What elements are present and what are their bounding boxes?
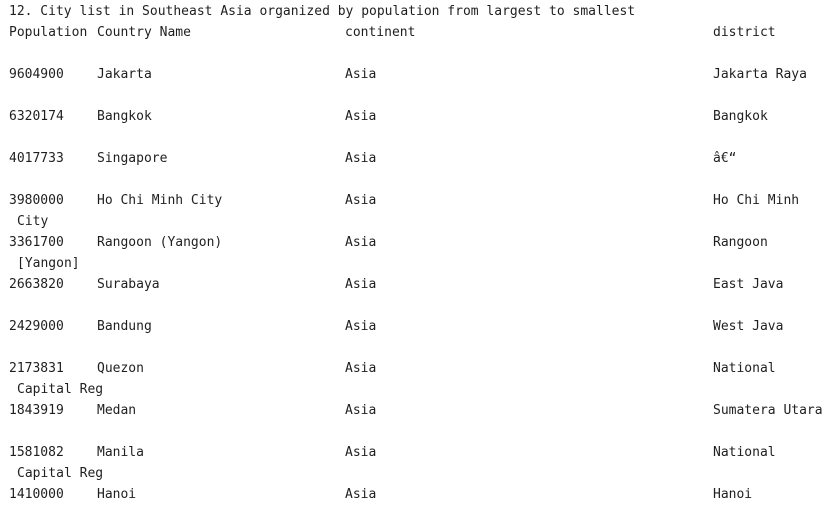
- district-cell: National: [713, 445, 776, 460]
- city-name-cell: Surabaya: [97, 277, 160, 292]
- city-name-cell: Manila: [97, 445, 144, 460]
- population-cell: 2173831: [9, 361, 64, 376]
- population-cell: 1843919: [9, 403, 64, 418]
- population-cell: 2663820: [9, 277, 64, 292]
- continent-cell: Asia: [345, 193, 377, 208]
- district-cell: Sumatera Utara: [713, 403, 823, 418]
- district-cell: Bangkok: [713, 109, 768, 124]
- district-cell: Ho Chi Minh: [713, 193, 800, 208]
- population-cell: 3980000: [9, 193, 64, 208]
- city-name-cell: Quezon: [97, 361, 144, 376]
- city-name-cell: Hanoi: [97, 487, 137, 502]
- city-name-cell: Bandung: [97, 319, 152, 334]
- header-district: district: [713, 25, 776, 40]
- district-cell: â€“: [713, 151, 737, 166]
- city-name-cell: Jakarta: [97, 67, 152, 82]
- city-name-cell: Singapore: [97, 151, 168, 166]
- continent-cell: Asia: [345, 67, 377, 82]
- population-cell: 2429000: [9, 319, 64, 334]
- city-name-cell: Medan: [97, 403, 137, 418]
- district-wrap-line: [Yangon]: [17, 256, 80, 271]
- district-wrap-line: Capital Reg: [17, 466, 104, 481]
- population-cell: 9604900: [9, 67, 64, 82]
- district-cell: East Java: [713, 277, 784, 292]
- header-population: Population: [9, 25, 88, 40]
- district-cell: West Java: [713, 319, 784, 334]
- population-cell: 1581082: [9, 445, 64, 460]
- continent-cell: Asia: [345, 235, 377, 250]
- header-continent: continent: [345, 25, 416, 40]
- continent-cell: Asia: [345, 487, 377, 502]
- header-row: Population Country Name continent distri…: [9, 22, 776, 43]
- header-country-name: Country Name: [97, 25, 191, 40]
- population-cell: 4017733: [9, 151, 64, 166]
- continent-cell: Asia: [345, 361, 377, 376]
- district-wrap-line: Capital Reg: [17, 382, 104, 397]
- district-cell: Rangoon: [713, 235, 768, 250]
- city-name-cell: Rangoon (Yangon): [97, 235, 223, 250]
- city-name-cell: Ho Chi Minh City: [97, 193, 223, 208]
- continent-cell: Asia: [345, 403, 377, 418]
- continent-cell: Asia: [345, 445, 377, 460]
- district-cell: National: [713, 361, 776, 376]
- population-cell: 1410000: [9, 487, 64, 502]
- city-name-cell: Bangkok: [97, 109, 152, 124]
- continent-cell: Asia: [345, 277, 377, 292]
- population-cell: 3361700: [9, 235, 64, 250]
- output-title: 12. City list in Southeast Asia organize…: [9, 4, 636, 19]
- population-cell: 6320174: [9, 109, 64, 124]
- continent-cell: Asia: [345, 151, 377, 166]
- continent-cell: Asia: [345, 109, 377, 124]
- district-cell: Jakarta Raya: [713, 67, 807, 82]
- district-wrap-line: City: [17, 214, 49, 229]
- continent-cell: Asia: [345, 319, 377, 334]
- district-cell: Hanoi: [713, 487, 753, 502]
